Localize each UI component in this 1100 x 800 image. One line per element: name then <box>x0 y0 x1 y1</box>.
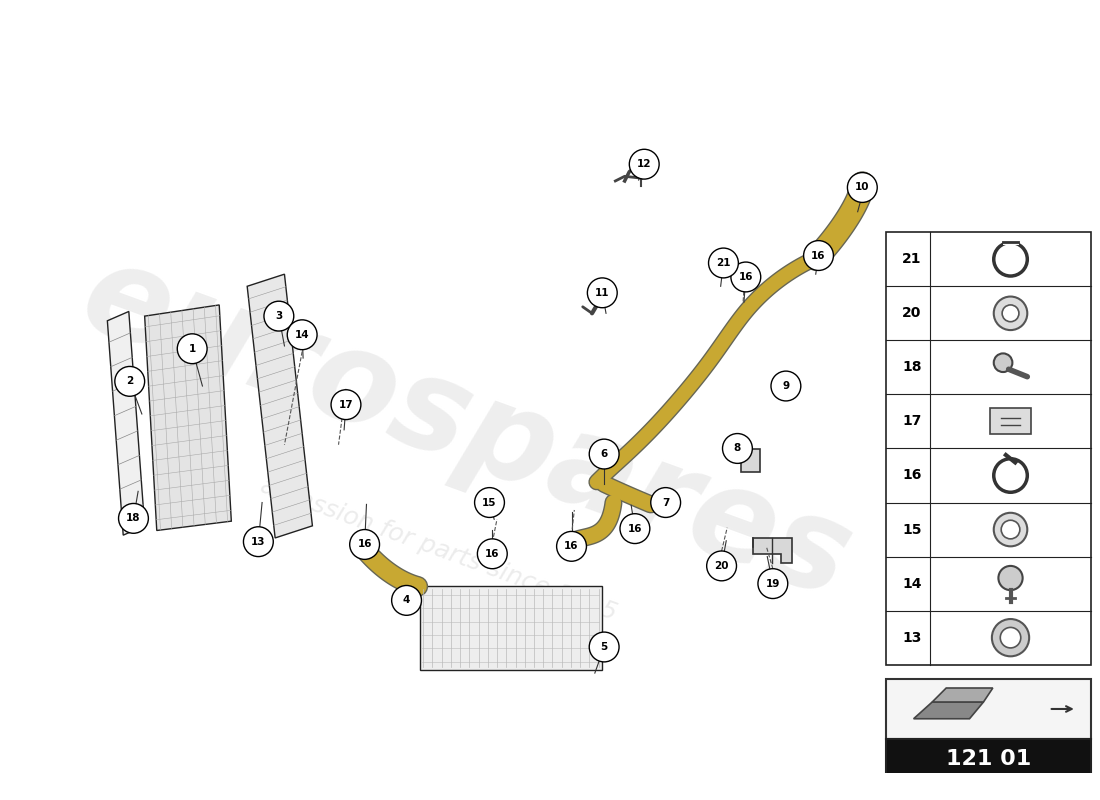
Circle shape <box>590 632 619 662</box>
Text: 5: 5 <box>601 642 608 652</box>
Text: 8: 8 <box>734 443 741 454</box>
Text: 9: 9 <box>782 381 790 391</box>
Text: 20: 20 <box>714 561 729 571</box>
Text: 15: 15 <box>902 522 922 537</box>
Circle shape <box>477 539 507 569</box>
Text: 12: 12 <box>637 159 651 169</box>
Text: 16: 16 <box>902 469 922 482</box>
Circle shape <box>651 488 681 518</box>
Text: 4: 4 <box>403 595 410 606</box>
Polygon shape <box>737 450 760 472</box>
Text: 15: 15 <box>482 498 497 507</box>
Circle shape <box>287 320 317 350</box>
Text: 14: 14 <box>902 577 922 590</box>
Circle shape <box>620 514 650 543</box>
Text: 17: 17 <box>902 414 922 429</box>
FancyBboxPatch shape <box>886 678 1091 739</box>
Circle shape <box>557 531 586 562</box>
Polygon shape <box>932 688 993 702</box>
Text: 121 01: 121 01 <box>946 749 1031 769</box>
Text: 11: 11 <box>595 288 609 298</box>
Text: 13: 13 <box>251 537 265 546</box>
Polygon shape <box>248 274 312 538</box>
Text: eurospares: eurospares <box>65 231 867 625</box>
Circle shape <box>114 366 144 396</box>
Text: 7: 7 <box>662 498 670 507</box>
Polygon shape <box>144 305 231 530</box>
Polygon shape <box>754 538 792 563</box>
Text: 18: 18 <box>902 360 922 374</box>
Text: 21: 21 <box>716 258 730 268</box>
Text: 16: 16 <box>812 250 826 261</box>
Text: 2: 2 <box>126 376 133 386</box>
Circle shape <box>758 569 788 598</box>
Circle shape <box>847 173 877 202</box>
Text: 10: 10 <box>855 182 870 193</box>
Text: 1: 1 <box>188 344 196 354</box>
Text: 17: 17 <box>339 400 353 410</box>
Circle shape <box>392 586 421 615</box>
Circle shape <box>243 526 273 557</box>
Text: 19: 19 <box>766 578 780 589</box>
Circle shape <box>999 566 1023 590</box>
Circle shape <box>629 150 659 179</box>
Circle shape <box>723 434 752 463</box>
Text: 16: 16 <box>738 272 754 282</box>
Text: 3: 3 <box>275 311 283 321</box>
Text: 13: 13 <box>902 630 922 645</box>
Circle shape <box>587 278 617 308</box>
Circle shape <box>708 248 738 278</box>
Circle shape <box>350 530 380 559</box>
Text: 18: 18 <box>126 514 141 523</box>
Circle shape <box>474 488 505 518</box>
Polygon shape <box>419 586 603 670</box>
Text: a passion for parts since 1985: a passion for parts since 1985 <box>256 474 619 625</box>
Circle shape <box>119 503 148 534</box>
Circle shape <box>771 371 801 401</box>
FancyBboxPatch shape <box>990 408 1031 434</box>
Polygon shape <box>108 311 144 535</box>
Circle shape <box>1000 627 1021 648</box>
Circle shape <box>993 354 1012 372</box>
Circle shape <box>331 390 361 419</box>
Text: 20: 20 <box>902 306 922 320</box>
Text: 16: 16 <box>564 542 579 551</box>
Circle shape <box>730 262 761 292</box>
Circle shape <box>992 619 1030 656</box>
Circle shape <box>706 551 737 581</box>
Circle shape <box>993 513 1027 546</box>
Circle shape <box>1001 520 1020 539</box>
Circle shape <box>177 334 207 364</box>
Text: 16: 16 <box>358 539 372 550</box>
FancyBboxPatch shape <box>886 739 1091 778</box>
Text: 16: 16 <box>628 524 642 534</box>
FancyBboxPatch shape <box>886 232 1091 665</box>
Text: 16: 16 <box>485 549 499 558</box>
Text: 6: 6 <box>601 449 608 459</box>
Circle shape <box>993 297 1027 330</box>
Polygon shape <box>914 702 983 718</box>
Circle shape <box>1002 305 1019 322</box>
Circle shape <box>264 302 294 331</box>
Circle shape <box>590 439 619 469</box>
Text: 14: 14 <box>295 330 309 340</box>
Circle shape <box>804 241 834 270</box>
Text: 21: 21 <box>902 252 922 266</box>
